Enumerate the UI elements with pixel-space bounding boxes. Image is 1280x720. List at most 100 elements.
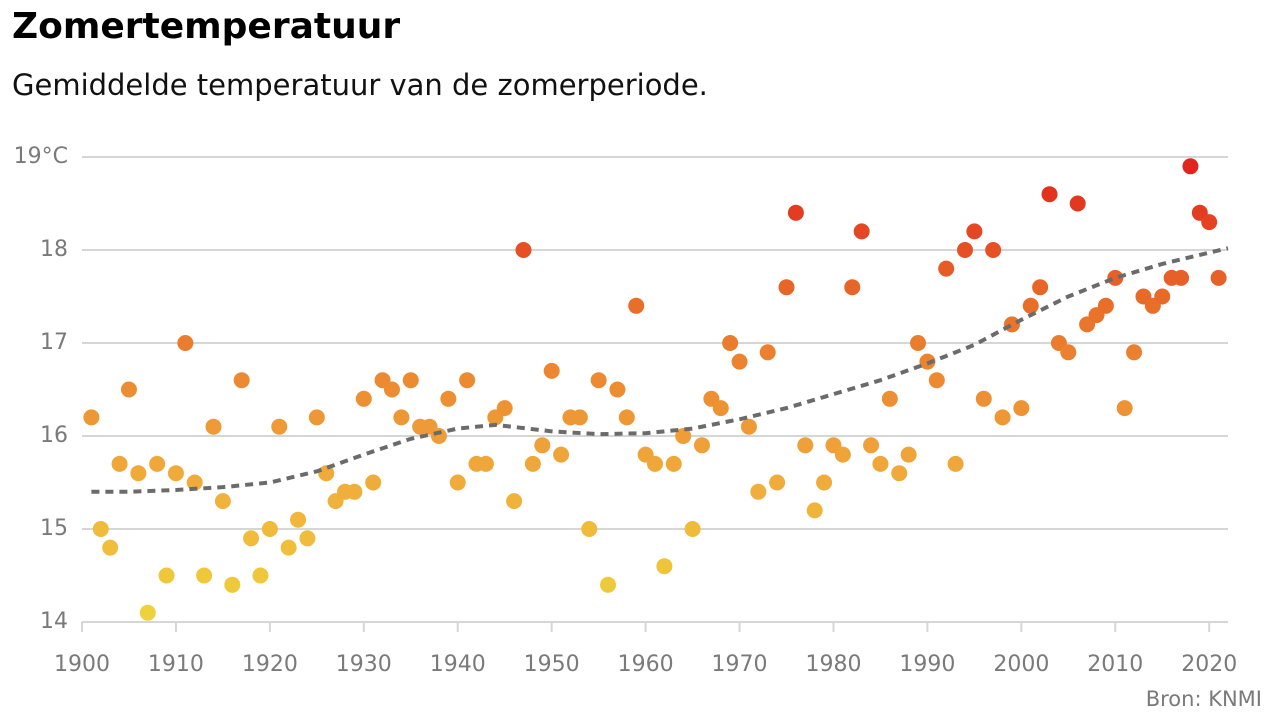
dot — [130, 465, 147, 482]
x-tick-label: 1950 — [524, 652, 580, 677]
dot — [506, 493, 523, 510]
dot — [271, 418, 288, 435]
dot — [656, 558, 673, 575]
dot — [1126, 344, 1143, 361]
x-tick-label: 1920 — [242, 652, 298, 677]
dot — [430, 428, 447, 444]
dot — [1107, 269, 1124, 286]
dot — [647, 455, 663, 472]
dot — [1210, 269, 1227, 286]
x-tick-label: 1940 — [430, 652, 486, 677]
dot — [1013, 400, 1030, 417]
dot — [834, 446, 851, 463]
dot — [402, 372, 419, 389]
x-tick-label: 2000 — [993, 652, 1049, 677]
dot — [956, 242, 973, 258]
dot — [515, 242, 532, 258]
dot — [1060, 344, 1077, 361]
dot — [1182, 158, 1199, 175]
dot — [581, 521, 598, 537]
dot — [92, 521, 109, 537]
dot — [139, 604, 156, 621]
dot — [590, 372, 607, 389]
dot — [675, 428, 692, 444]
dot — [938, 260, 955, 277]
source: Bron: KNMI — [1146, 687, 1262, 711]
dot — [318, 465, 335, 482]
dot — [853, 223, 870, 240]
dot — [778, 279, 795, 296]
dot — [534, 437, 551, 454]
dot — [881, 390, 898, 407]
dot — [1041, 186, 1058, 203]
dot — [177, 335, 194, 351]
dot — [233, 372, 250, 389]
dot — [910, 335, 927, 351]
x-tick-label: 2010 — [1087, 652, 1143, 677]
dot — [609, 381, 626, 398]
dot — [290, 511, 307, 528]
dot — [928, 372, 945, 389]
dot — [158, 567, 175, 584]
dot — [769, 474, 786, 491]
dot — [553, 446, 570, 463]
dot — [1097, 297, 1114, 314]
dot — [750, 483, 767, 500]
y-tick-label: 19°C — [14, 144, 68, 169]
dot — [346, 483, 363, 500]
dot — [299, 530, 316, 547]
dot — [985, 242, 1002, 258]
dot — [186, 474, 203, 491]
dot — [947, 455, 964, 472]
dot — [759, 344, 776, 361]
dot — [722, 335, 739, 351]
dot — [966, 223, 983, 240]
dot — [308, 409, 325, 426]
y-tick-label: 18 — [40, 237, 68, 262]
dot — [600, 576, 617, 593]
dot — [524, 455, 541, 472]
dot — [205, 418, 222, 435]
dot — [994, 409, 1011, 426]
dot — [618, 409, 635, 426]
dot — [149, 455, 166, 472]
dot — [196, 567, 213, 584]
dot — [731, 353, 748, 370]
dot — [712, 400, 729, 417]
dot — [440, 390, 457, 407]
y-tick-label: 15 — [40, 516, 68, 541]
dot — [891, 465, 908, 482]
x-tick-label: 1990 — [899, 652, 955, 677]
dot — [900, 446, 917, 463]
dot — [459, 372, 476, 389]
x-tick-label: 1960 — [618, 652, 674, 677]
dot — [224, 576, 241, 593]
x-tick-label: 1900 — [54, 652, 110, 677]
dot — [628, 297, 645, 314]
dot — [684, 521, 701, 537]
dot — [477, 455, 494, 472]
dot — [214, 493, 231, 510]
dot — [1154, 288, 1171, 305]
dot — [449, 474, 466, 491]
dot — [1069, 195, 1086, 212]
dot — [243, 530, 260, 547]
dot — [1032, 279, 1049, 296]
dot — [102, 539, 119, 556]
chart-subtitle: Gemiddelde temperatuur van de zomerperio… — [12, 68, 708, 102]
dot — [844, 279, 861, 296]
dot — [1116, 400, 1133, 417]
chart-title: Zomertemperatuur — [12, 6, 400, 47]
dot — [740, 418, 757, 435]
dot — [120, 381, 137, 398]
dot — [83, 409, 100, 426]
dot — [261, 521, 278, 537]
dot — [787, 204, 804, 221]
dot — [383, 381, 400, 398]
dot — [816, 474, 833, 491]
x-tick-label: 1980 — [805, 652, 861, 677]
x-tick-label: 1930 — [336, 652, 392, 677]
dot — [280, 539, 297, 556]
dot — [111, 455, 128, 472]
